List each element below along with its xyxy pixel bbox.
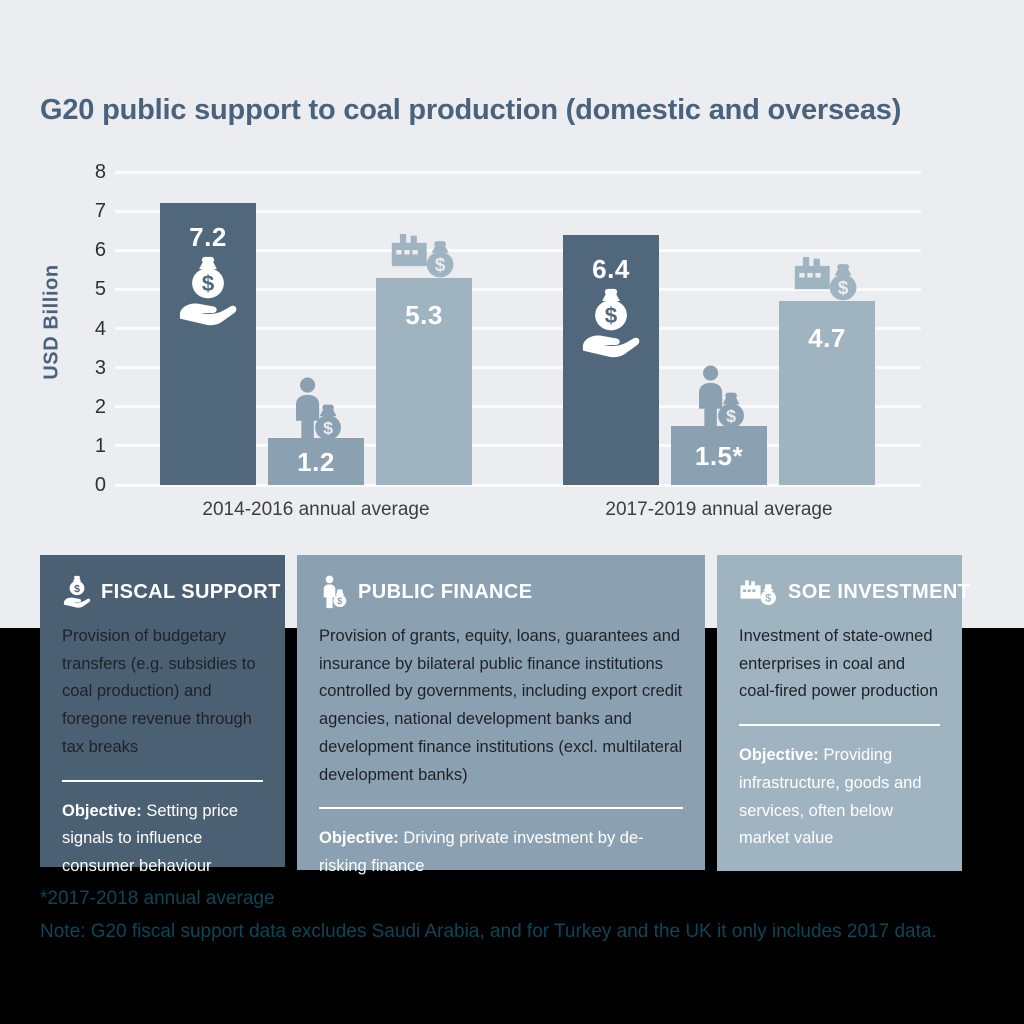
card-description: Investment of state-owned enterprises in… <box>739 627 939 701</box>
card-soe-investment: $ SOE INVESTMENT Investment of state-owned… <box>717 555 970 871</box>
money-bag-hand-icon: $ <box>178 255 238 328</box>
bar-fiscal-support-2017-2019: 6.4 $ <box>563 234 659 485</box>
card-objective-label: Objective: <box>319 829 399 848</box>
gridline <box>115 405 921 409</box>
person-money-bag-icon: $ <box>691 364 748 432</box>
bar-value-label: 1.2 <box>297 446 335 477</box>
y-tick-label: 0 <box>94 474 106 496</box>
y-tick-label: 3 <box>94 356 106 379</box>
card-title: SOE INVESTMENT <box>788 580 971 603</box>
y-tick-label: 2 <box>94 395 106 418</box>
gridline <box>115 209 921 213</box>
bar-public-finance-2014-2016: 1.2 <box>268 438 364 485</box>
footnote-asterisk: *2017-2018 annual average <box>40 888 275 909</box>
card-objective-label: Objective: <box>62 801 142 820</box>
card-divider <box>62 779 263 782</box>
card-objective-text: Providing infrastructure, goods and serv… <box>739 746 922 848</box>
bar-value-label: 6.4 <box>592 253 630 284</box>
card-header: $ FISCAL SUPPORT <box>62 575 280 609</box>
y-tick-label: 6 <box>94 239 106 262</box>
bar-public-finance-2017-2019: 1.5* <box>671 426 767 485</box>
svg-text:$: $ <box>605 303 618 328</box>
factory-money-bag-icon: $ <box>389 225 459 284</box>
card-header: $ SOE INVESTMENT <box>739 575 970 609</box>
y-tick-label: 8 <box>94 161 106 183</box>
gridline <box>115 287 921 291</box>
gridline <box>115 327 921 330</box>
factory-money-bag-icon: $ <box>792 248 862 307</box>
svg-text:$: $ <box>323 418 333 438</box>
page-title: G20 public support to coal production (d… <box>40 94 902 126</box>
card-description: Provision of grants, equity, loans, guar… <box>319 627 683 784</box>
gridline <box>115 170 921 174</box>
svg-text:$: $ <box>74 584 80 595</box>
card-description: Provision of budgetary transfers (e.g. s… <box>62 627 256 756</box>
svg-text:$: $ <box>726 406 736 426</box>
card-divider <box>319 807 683 810</box>
card-title: PUBLIC FINANCE <box>358 580 533 603</box>
bar-value-label: 5.3 <box>405 299 443 330</box>
y-tick-label: 5 <box>94 278 106 301</box>
plot-area: 7.2 $6.4 $1.2 $1.5* $5.3 $4.7 $ <box>115 170 921 487</box>
bar-soe-investment-2017-2019: 4.7 <box>779 301 875 485</box>
svg-text:$: $ <box>435 254 446 275</box>
gridline <box>115 483 921 487</box>
bar-fiscal-support-2014-2016: 7.2 $ <box>160 203 256 485</box>
card-header: $ PUBLIC FINANCE <box>319 575 683 609</box>
person-money-bag-icon: $ <box>288 376 345 444</box>
category-label-2014-2016: 2014-2016 annual average <box>202 499 430 520</box>
money-bag-hand-icon: $ <box>62 575 92 609</box>
y-tick-label: 1 <box>94 434 106 457</box>
card-title: FISCAL SUPPORT <box>101 580 281 603</box>
card-objective-label: Objective: <box>739 746 819 765</box>
bar-value-label: 7.2 <box>189 222 227 253</box>
card-objective: Objective: Providing infrastructure, goo… <box>739 742 940 853</box>
bar-soe-investment-2014-2016: 5.3 <box>376 277 472 485</box>
person-money-bag-icon: $ <box>319 575 349 609</box>
y-tick-label: 4 <box>94 317 106 340</box>
card-objective: Objective: Driving private investment by… <box>319 825 683 880</box>
card-objective-text: Driving private investment by de-risking… <box>319 829 644 876</box>
svg-text:$: $ <box>202 271 215 296</box>
money-bag-hand-icon: $ <box>581 287 641 360</box>
gridline <box>115 444 921 448</box>
card-public-finance: $ PUBLIC FINANCE Provision of grants, equi… <box>297 555 705 875</box>
gridline <box>115 248 921 252</box>
definition-cards: $ FISCAL SUPPORT Provision of budgetary tr… <box>40 555 970 875</box>
card-divider <box>739 724 940 727</box>
bar-value-label: 1.5* <box>694 440 744 471</box>
card-objective-text: Setting price signals to influence consu… <box>62 801 239 876</box>
card-objective: Objective: Setting price signals to infl… <box>62 798 263 881</box>
footnotes: *2017-2018 annual average Note: G20 fisc… <box>40 888 980 954</box>
y-tick-label: 7 <box>94 200 106 223</box>
factory-money-bag-icon: $ <box>739 575 779 609</box>
bar-value-label: 4.7 <box>808 323 846 354</box>
svg-text:$: $ <box>765 593 771 605</box>
card-fiscal-support: $ FISCAL SUPPORT Provision of budgetary tr… <box>40 555 285 875</box>
category-label-2017-2019: 2017-2019 annual average <box>605 499 833 520</box>
footnote-note: Note: G20 fiscal support data excludes S… <box>40 921 937 942</box>
svg-text:$: $ <box>838 277 849 298</box>
gridline <box>115 366 921 370</box>
svg-text:$: $ <box>337 596 342 606</box>
